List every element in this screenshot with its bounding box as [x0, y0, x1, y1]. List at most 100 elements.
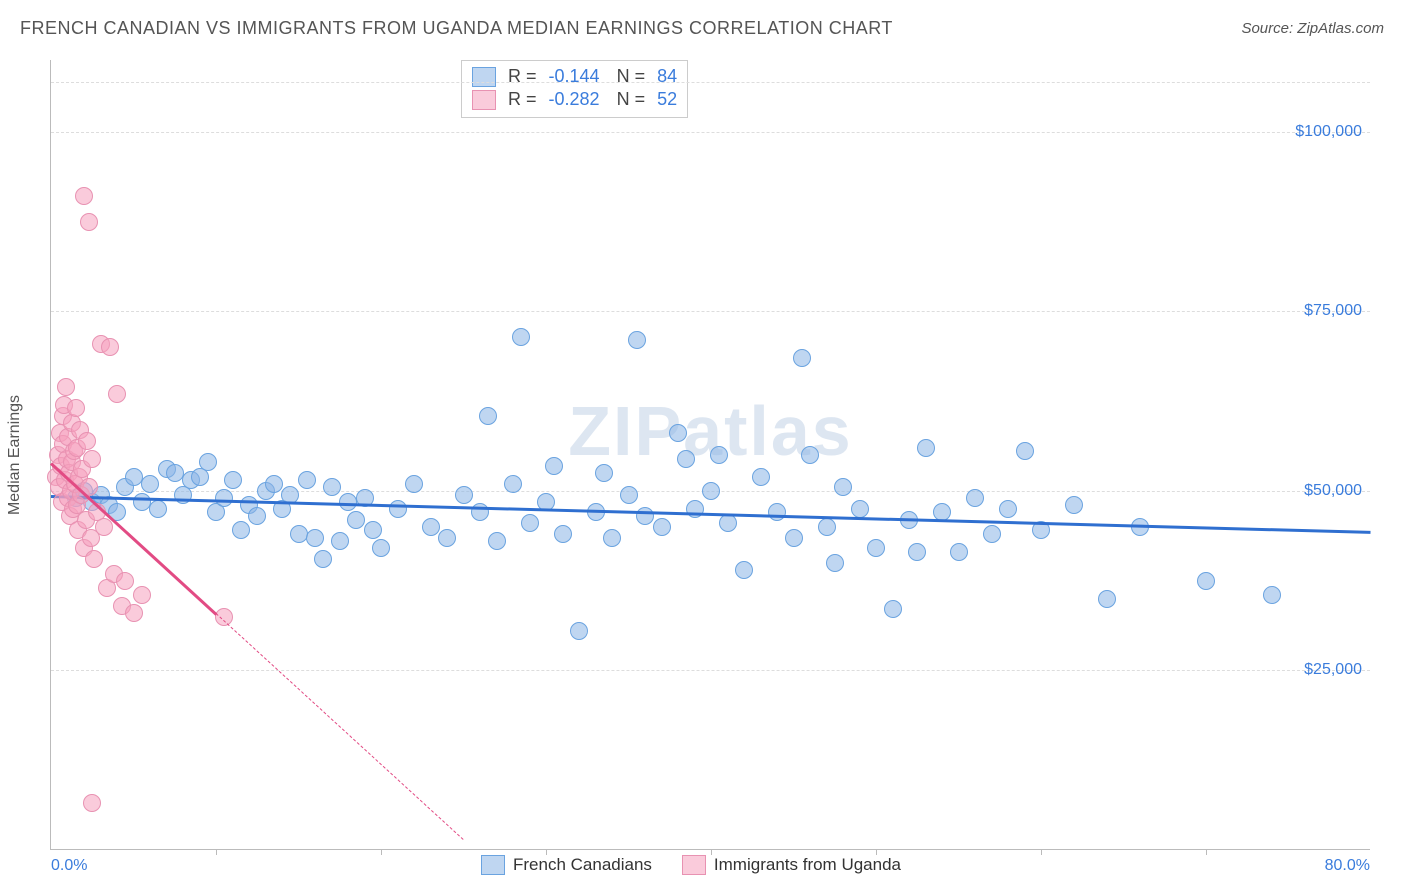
- x-axis-max-label: 80.0%: [1325, 857, 1370, 875]
- data-point: [331, 532, 349, 550]
- x-tick: [1041, 849, 1042, 855]
- x-tick: [1206, 849, 1207, 855]
- data-point: [1098, 590, 1116, 608]
- data-point: [917, 439, 935, 457]
- data-point: [75, 187, 93, 205]
- data-point: [141, 475, 159, 493]
- data-point: [125, 604, 143, 622]
- data-point: [479, 407, 497, 425]
- data-point: [1263, 586, 1281, 604]
- data-point: [133, 586, 151, 604]
- data-point: [438, 529, 456, 547]
- data-point: [95, 518, 113, 536]
- swatch-series1: [472, 67, 496, 87]
- data-point: [983, 525, 1001, 543]
- data-point: [908, 543, 926, 561]
- data-point: [265, 475, 283, 493]
- data-point: [1016, 442, 1034, 460]
- data-point: [306, 529, 324, 547]
- data-point: [867, 539, 885, 557]
- data-point: [801, 446, 819, 464]
- data-point: [884, 600, 902, 618]
- data-point: [108, 385, 126, 403]
- chart-title: FRENCH CANADIAN VS IMMIGRANTS FROM UGAND…: [20, 18, 893, 39]
- data-point: [323, 478, 341, 496]
- y-tick-label: $25,000: [1304, 661, 1362, 679]
- data-point: [199, 453, 217, 471]
- data-point: [719, 514, 737, 532]
- data-point: [405, 475, 423, 493]
- data-point: [455, 486, 473, 504]
- data-point: [735, 561, 753, 579]
- trend-line: [216, 613, 464, 840]
- swatch-series2: [472, 90, 496, 110]
- data-point: [372, 539, 390, 557]
- gridline: [51, 311, 1370, 312]
- data-point: [67, 399, 85, 417]
- data-point: [834, 478, 852, 496]
- x-tick: [216, 849, 217, 855]
- data-point: [554, 525, 572, 543]
- gridline: [51, 132, 1370, 133]
- data-point: [966, 489, 984, 507]
- data-point: [818, 518, 836, 536]
- data-point: [752, 468, 770, 486]
- data-point: [999, 500, 1017, 518]
- data-point: [521, 514, 539, 532]
- data-point: [116, 572, 134, 590]
- data-point: [166, 464, 184, 482]
- data-point: [224, 471, 242, 489]
- data-point: [785, 529, 803, 547]
- data-point: [545, 457, 563, 475]
- data-point: [669, 424, 687, 442]
- x-axis-min-label: 0.0%: [51, 857, 87, 875]
- source-attribution: Source: ZipAtlas.com: [1241, 20, 1384, 37]
- data-point: [710, 446, 728, 464]
- data-point: [215, 489, 233, 507]
- data-point: [347, 511, 365, 529]
- data-point: [298, 471, 316, 489]
- correlation-stats-box: R =-0.144 N =84 R =-0.282 N =52: [461, 60, 688, 118]
- y-tick-label: $75,000: [1304, 302, 1362, 320]
- data-point: [232, 521, 250, 539]
- data-point: [793, 349, 811, 367]
- data-point: [851, 500, 869, 518]
- data-point: [290, 525, 308, 543]
- data-point: [677, 450, 695, 468]
- x-tick: [876, 849, 877, 855]
- data-point: [422, 518, 440, 536]
- y-tick-label: $50,000: [1304, 482, 1362, 500]
- data-point: [702, 482, 720, 500]
- data-point: [85, 550, 103, 568]
- data-point: [620, 486, 638, 504]
- data-point: [57, 378, 75, 396]
- scatter-plot: Median Earnings ZIPatlas R =-0.144 N =84…: [50, 60, 1370, 850]
- legend-label-series2: Immigrants from Uganda: [714, 855, 901, 875]
- data-point: [636, 507, 654, 525]
- data-point: [364, 521, 382, 539]
- data-point: [768, 503, 786, 521]
- data-point: [314, 550, 332, 568]
- data-point: [504, 475, 522, 493]
- data-point: [149, 500, 167, 518]
- gridline: [51, 670, 1370, 671]
- data-point: [83, 794, 101, 812]
- legend-swatch-series1: [481, 855, 505, 875]
- data-point: [570, 622, 588, 640]
- data-point: [1197, 572, 1215, 590]
- legend-item-series1: French Canadians: [481, 855, 652, 875]
- legend-swatch-series2: [682, 855, 706, 875]
- stats-row-series1: R =-0.144 N =84: [472, 65, 677, 88]
- data-point: [1065, 496, 1083, 514]
- bottom-legend: French Canadians Immigrants from Uganda: [481, 855, 901, 875]
- stats-row-series2: R =-0.282 N =52: [472, 88, 677, 111]
- y-tick-label: $100,000: [1295, 123, 1362, 141]
- data-point: [339, 493, 357, 511]
- x-tick: [711, 849, 712, 855]
- data-point: [512, 328, 530, 346]
- legend-item-series2: Immigrants from Uganda: [682, 855, 901, 875]
- data-point: [389, 500, 407, 518]
- y-axis-label: Median Earnings: [6, 394, 24, 514]
- data-point: [101, 338, 119, 356]
- data-point: [653, 518, 671, 536]
